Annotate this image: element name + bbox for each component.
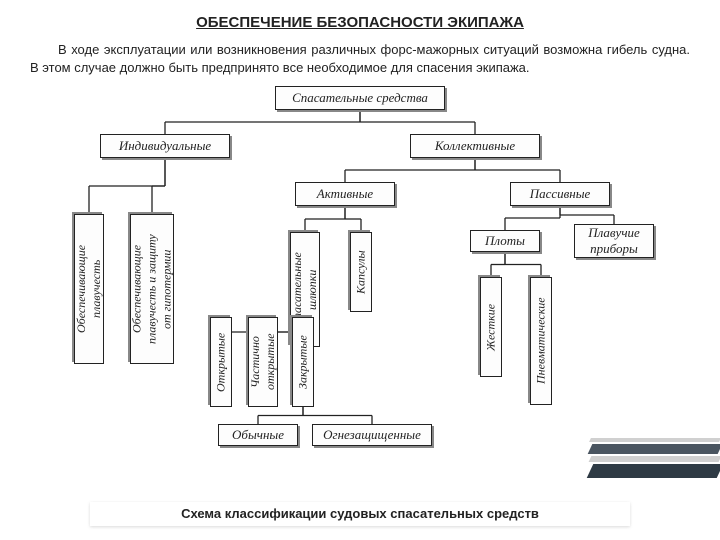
intro-paragraph: В ходе эксплуатации или возникновения ра… — [0, 31, 720, 82]
node-normal: Обычные — [218, 424, 298, 446]
node-caps: Капсулы — [350, 232, 372, 312]
node-indiv: Индивидуальные — [100, 134, 230, 158]
node-root: Спасательные средства — [275, 86, 445, 110]
node-collect: Коллективные — [410, 134, 540, 158]
node-buoy: Обеспечивающиеплавучесть — [74, 214, 104, 364]
node-rigid: Жесткие — [480, 277, 502, 377]
node-passive: Пассивные — [510, 182, 610, 206]
diagram-caption: Схема классификации судовых спасательных… — [90, 502, 630, 526]
node-open: Открытые — [210, 317, 232, 407]
node-devices: Плавучиеприборы — [574, 224, 654, 258]
node-rafts: Плоты — [470, 230, 540, 252]
node-hypo: Обеспечивающиеплавучесть и защитуот гипо… — [130, 214, 174, 364]
classification-diagram: Спасательные средства Индивидуальные Колле… — [10, 82, 710, 452]
node-closed: Закрытые — [292, 317, 314, 407]
page-title: ОБЕСПЕЧЕНИЕ БЕЗОПАСНОСТИ ЭКИПАЖА — [0, 0, 720, 31]
node-partopen: Частичнооткрытые — [248, 317, 278, 407]
node-fireprot: Огнезащищенные — [312, 424, 432, 446]
decor-stripes — [590, 438, 720, 480]
node-active: Активные — [295, 182, 395, 206]
node-pneum: Пневматические — [530, 277, 552, 405]
